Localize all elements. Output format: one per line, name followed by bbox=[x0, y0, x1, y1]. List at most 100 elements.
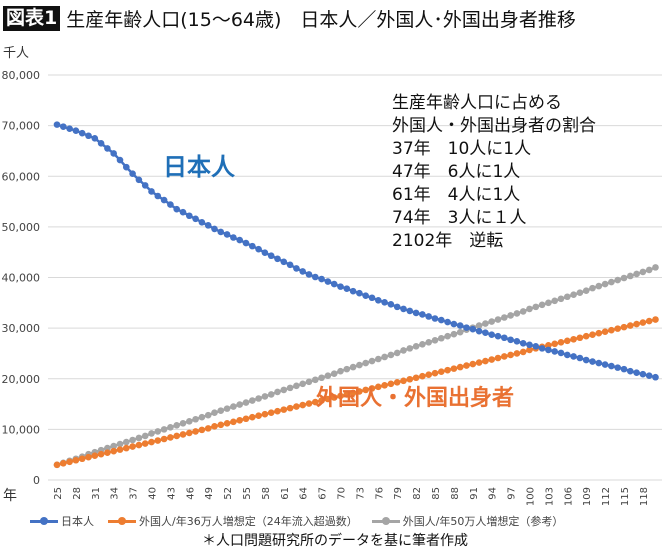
data-point bbox=[412, 343, 420, 350]
data-point bbox=[72, 456, 80, 464]
data-point bbox=[368, 385, 376, 392]
data-point bbox=[154, 437, 162, 444]
data-point bbox=[393, 349, 401, 357]
data-point bbox=[356, 388, 363, 395]
data-point bbox=[267, 409, 275, 416]
data-point bbox=[330, 394, 338, 401]
x-tick-label: 97 bbox=[507, 487, 518, 500]
x-axis-label: 年 bbox=[3, 488, 17, 504]
data-point bbox=[249, 413, 256, 421]
data-point bbox=[608, 326, 615, 334]
data-point bbox=[337, 367, 344, 375]
data-point bbox=[570, 353, 577, 360]
data-point bbox=[110, 447, 117, 455]
data-point bbox=[620, 365, 628, 373]
data-point bbox=[608, 362, 615, 370]
data-point bbox=[280, 406, 288, 413]
data-point bbox=[444, 332, 451, 340]
data-point bbox=[312, 398, 319, 406]
data-point bbox=[129, 170, 136, 178]
data-point bbox=[349, 363, 357, 371]
data-point bbox=[179, 420, 187, 427]
data-point bbox=[186, 417, 193, 425]
data-point bbox=[204, 411, 212, 419]
data-point bbox=[324, 372, 332, 380]
data-point bbox=[198, 426, 206, 434]
data-point bbox=[236, 416, 243, 424]
data-point bbox=[431, 315, 439, 322]
data-point bbox=[286, 261, 294, 269]
data-point bbox=[116, 446, 124, 453]
data-point bbox=[110, 442, 117, 450]
x-tick-label: 67 bbox=[318, 487, 329, 500]
figure-badge: 図表1 bbox=[3, 5, 61, 31]
data-point bbox=[217, 228, 225, 236]
data-point bbox=[488, 356, 496, 363]
data-point bbox=[324, 278, 332, 285]
data-point bbox=[141, 182, 149, 189]
x-tick-label: 70 bbox=[337, 487, 348, 500]
data-point bbox=[330, 370, 338, 377]
data-point bbox=[280, 386, 288, 394]
x-tick-label: 52 bbox=[223, 487, 234, 500]
y-tick-label: 60,000 bbox=[2, 170, 41, 183]
data-point bbox=[318, 374, 325, 382]
x-tick-label: 37 bbox=[129, 487, 140, 500]
data-point bbox=[173, 422, 180, 429]
data-point bbox=[538, 345, 546, 352]
legend: 日本人 外国人/年36万人増想定（24年流入超過数） 外国人/年50万人増想定（参考… bbox=[30, 513, 563, 529]
data-point bbox=[456, 363, 464, 371]
data-point bbox=[362, 292, 370, 300]
data-point bbox=[494, 332, 502, 340]
data-point bbox=[431, 336, 439, 344]
data-point bbox=[299, 401, 307, 409]
data-point bbox=[78, 129, 86, 137]
data-point bbox=[419, 341, 426, 348]
data-point bbox=[652, 264, 659, 271]
data-point bbox=[148, 188, 155, 195]
x-tick-label: 115 bbox=[620, 487, 631, 506]
data-point bbox=[312, 376, 319, 384]
data-point bbox=[513, 350, 521, 357]
data-point bbox=[104, 145, 111, 152]
data-point bbox=[337, 392, 344, 400]
foreign-series-label: 外国人・外国出身者 bbox=[316, 386, 515, 411]
data-point bbox=[576, 334, 584, 342]
data-point bbox=[356, 289, 363, 297]
y-tick-label: 20,000 bbox=[2, 373, 41, 386]
x-tick-label: 43 bbox=[166, 487, 177, 500]
data-point bbox=[286, 404, 294, 412]
data-point bbox=[400, 347, 407, 354]
data-point bbox=[135, 441, 143, 449]
data-point bbox=[557, 295, 565, 303]
data-point bbox=[557, 349, 565, 357]
data-point bbox=[507, 336, 514, 344]
data-point bbox=[160, 196, 168, 204]
data-point bbox=[463, 324, 470, 331]
data-point bbox=[97, 140, 105, 147]
data-point bbox=[330, 280, 338, 288]
data-point bbox=[104, 444, 111, 452]
data-point bbox=[110, 150, 117, 157]
data-point bbox=[274, 255, 281, 263]
data-point bbox=[532, 303, 540, 311]
data-point bbox=[450, 365, 458, 372]
data-point bbox=[356, 361, 363, 369]
data-point bbox=[557, 339, 565, 346]
data-point bbox=[286, 384, 294, 392]
data-point bbox=[173, 432, 180, 440]
data-point bbox=[431, 369, 439, 377]
data-point bbox=[267, 252, 275, 260]
data-point bbox=[545, 299, 552, 307]
data-point bbox=[595, 282, 603, 290]
data-point bbox=[255, 412, 262, 420]
x-tick-label: 61 bbox=[280, 487, 291, 500]
data-point bbox=[589, 358, 596, 365]
data-point bbox=[450, 330, 458, 338]
data-point bbox=[513, 310, 521, 317]
data-point bbox=[135, 176, 143, 184]
data-point bbox=[570, 335, 577, 343]
data-point bbox=[78, 455, 86, 463]
data-point bbox=[519, 340, 527, 347]
